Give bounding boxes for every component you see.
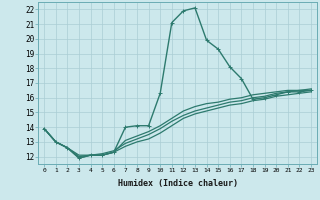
X-axis label: Humidex (Indice chaleur): Humidex (Indice chaleur) xyxy=(118,179,238,188)
